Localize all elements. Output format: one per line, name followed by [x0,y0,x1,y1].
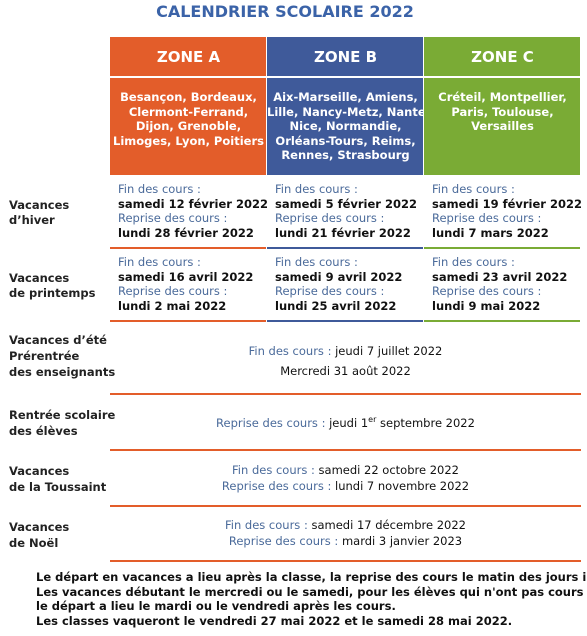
separator [110,449,581,451]
separator [267,320,423,322]
common-label: Reprise des cours : [216,416,326,430]
separator [110,247,266,249]
zone-name: ZONE C [471,48,534,66]
common-value: lundi 7 novembre 2022 [335,479,470,493]
cell-line: Fin des cours : [118,182,201,196]
cell-line: Fin des cours : [432,182,515,196]
separator [110,505,581,507]
zone-name: ZONE A [156,48,221,66]
row-label: des enseignants [9,365,116,379]
city-line: Clermont-Ferrand, [128,104,249,119]
common-line: Mercredi 31 août 2022 [110,364,581,379]
cell-line: lundi 28 février 2022 [118,225,254,240]
common-line: Fin des cours : samedi 22 octobre 2022 [110,463,581,478]
row-label: Rentrée scolaire [9,408,116,422]
row-label: de printemps [9,286,96,300]
row-label: Vacances [9,198,70,212]
cell-line: Reprise des cours : [118,211,228,225]
cell-line: Fin des cours : [275,182,358,196]
separator [110,393,581,395]
cell-line: samedi 23 avril 2022 [432,269,568,284]
zone-header [110,37,266,76]
common-line: Fin des cours : jeudi 7 juillet 2022 [110,344,581,359]
cell-line: lundi 7 mars 2022 [432,225,549,240]
common-value: samedi 22 octobre 2022 [318,463,459,477]
row-label: Vacances [9,464,70,478]
city-line: Lille, Nancy-Metz, Nantes, [267,104,437,119]
row-label: des élèves [9,424,78,438]
zone-cities-bg [110,78,266,175]
zone-cities-bg [424,78,580,175]
row-label: Prérentrée [9,349,80,363]
separator [424,247,580,249]
common-value: mardi 3 janvier 2023 [341,534,463,548]
separator [110,560,581,562]
cell-line: Reprise des cours : [275,284,385,298]
common-label: Reprise des cours : [221,479,332,493]
city-line: Dijon, Grenoble, [135,119,242,133]
city-line: Créteil, Montpellier, [438,90,567,104]
cell-line: lundi 21 février 2022 [275,225,411,240]
cell-line: Reprise des cours : [275,211,385,225]
row-label: Vacances d’été [9,333,107,347]
note-line: le départ a lieu le mardi ou le vendredi… [36,599,396,613]
cell-line: Fin des cours : [118,255,201,269]
row-label: Vacances [9,271,70,285]
common-value: samedi 17 décembre 2022 [311,518,466,532]
common-value: jeudi 7 juillet 2022 [335,344,443,358]
city-line: Paris, Toulouse, [451,104,554,119]
cell-line: Reprise des cours : [118,284,228,298]
zone-header [267,37,423,76]
cell-line: Reprise des cours : [432,211,542,225]
common-label: Fin des cours : [232,463,315,477]
separator [267,247,423,249]
common-label: Fin des cours : [248,344,332,358]
common-label: Reprise des cours : [228,534,339,548]
zone-cities-bg [267,78,423,175]
city-line: Orléans-Tours, Reims, [275,133,416,148]
cell-line: Reprise des cours : [432,284,542,298]
city-line: Besançon, Bordeaux, [120,90,257,104]
note-line: Le départ en vacances a lieu après la cl… [36,570,587,584]
cell-line: samedi 5 février 2022 [275,196,417,211]
common-line: Reprise des cours : mardi 3 janvier 2023 [110,534,581,549]
common-value: jeudi 1 [329,416,369,430]
zone-header [424,37,580,76]
common-line: Reprise des cours : jeudi 1er septembre … [110,416,581,431]
title: CALENDRIER SCOLAIRE 2022 [156,2,414,21]
common-line: Reprise des cours : lundi 7 novembre 202… [110,479,581,494]
cell-line: samedi 9 avril 2022 [275,269,403,284]
common-value: Mercredi 31 août 2022 [280,364,411,378]
cell-line: samedi 19 février 2022 [432,196,582,211]
cell-line: Fin des cours : [432,255,515,269]
cell-line: lundi 25 avril 2022 [275,298,397,313]
separator [424,320,580,322]
city-line: Versailles [471,119,534,133]
cell-line: samedi 12 février 2022 [118,196,268,211]
cell-line: samedi 16 avril 2022 [118,269,254,284]
row-label: d’hiver [9,213,55,227]
city-line: Rennes, Strasbourg [281,148,410,162]
row-label: Vacances [9,520,70,534]
cell-line: Fin des cours : [275,255,358,269]
common-line: Fin des cours : samedi 17 décembre 2022 [110,518,581,533]
row-label: de Noël [9,536,59,550]
row-label: de la Toussaint [9,480,107,494]
common-rest: septembre 2022 [380,416,475,430]
zone-name: ZONE B [313,48,378,66]
city-line: Aix-Marseille, Amiens, [273,90,418,104]
city-line: Limoges, Lyon, Poitiers [113,133,264,148]
separator [110,320,266,322]
city-line: Nice, Normandie, [289,119,402,133]
common-label: Fin des cours : [224,518,308,532]
cell-line: lundi 9 mai 2022 [432,298,541,313]
cell-line: lundi 2 mai 2022 [118,298,227,313]
common-sup: er [368,415,377,425]
note-line: Les vacances débutant le mercredi ou le … [36,584,587,599]
note-line: Les classes vaqueront le vendredi 27 mai… [36,613,513,628]
